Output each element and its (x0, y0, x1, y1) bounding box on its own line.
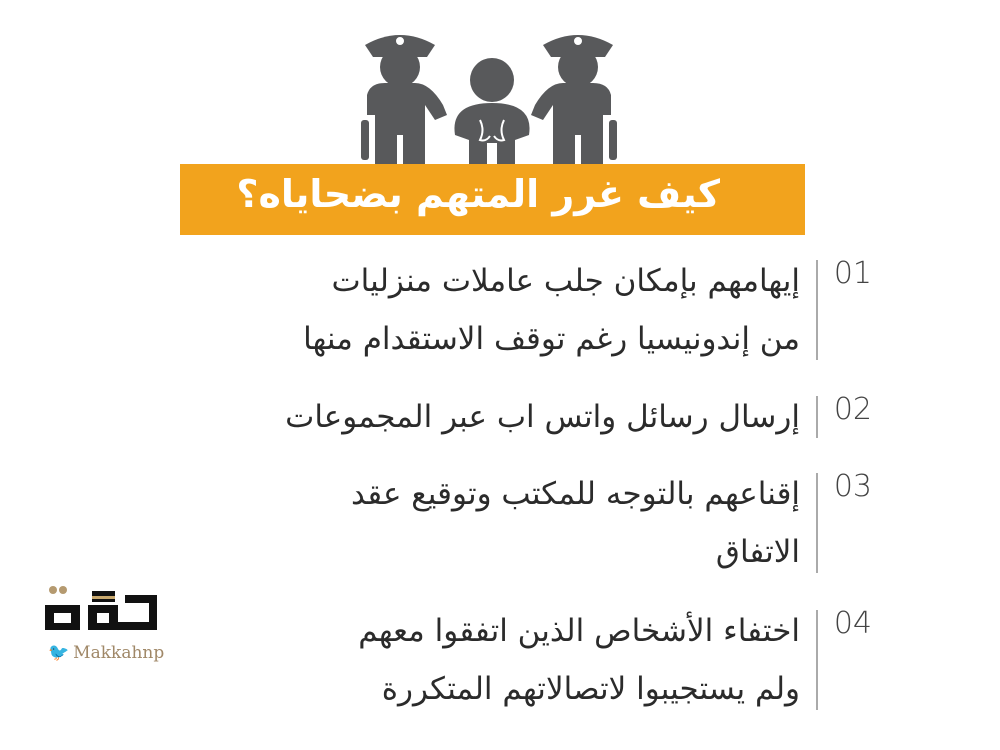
item-number: 03 (833, 469, 872, 504)
title-banner: كيف غرر المتهم بضحاياه؟ (180, 164, 805, 235)
divider (816, 473, 818, 573)
item-text: من إندونيسيا رغم توقف الاستقدام منها (303, 321, 800, 357)
divider (816, 260, 818, 360)
makkah-logo (45, 586, 157, 630)
item-number: 02 (833, 392, 872, 427)
divider (816, 396, 818, 438)
item-number: 04 (833, 606, 872, 641)
item-text: إيهامهم بإمكان جلب عاملات منزليات (331, 263, 800, 299)
handle-text: Makkahnp (73, 643, 165, 663)
item-text: ولم يستجيبوا لاتصالاتهم المتكررة (381, 671, 800, 707)
list-item: 02 إرسال رسائل واتس اب عبر المجموعات (240, 388, 872, 446)
list-item: 04 اختفاء الأشخاص الذين اتفقوا معهم ولم ي… (240, 602, 872, 718)
list-item: 03 إقناعهم بالتوجه للمكتب وتوقيع عقد الات… (240, 465, 872, 581)
police-arrest-illustration (361, 35, 617, 165)
twitter-handle[interactable]: 🐦 Makkahnp (48, 643, 164, 663)
list-item: 01 إيهامهم بإمكان جلب عاملات منزليات من إ… (240, 252, 872, 368)
item-text: اختفاء الأشخاص الذين اتفقوا معهم (358, 613, 800, 649)
page-title: كيف غرر المتهم بضحاياه؟ (236, 172, 720, 216)
twitter-bird-icon: 🐦 (48, 643, 70, 663)
item-text: إقناعهم بالتوجه للمكتب وتوقيع عقد (350, 476, 800, 512)
divider (816, 610, 818, 710)
item-number: 01 (833, 256, 872, 291)
item-text: إرسال رسائل واتس اب عبر المجموعات (285, 399, 800, 435)
item-text: الاتفاق (715, 534, 800, 570)
